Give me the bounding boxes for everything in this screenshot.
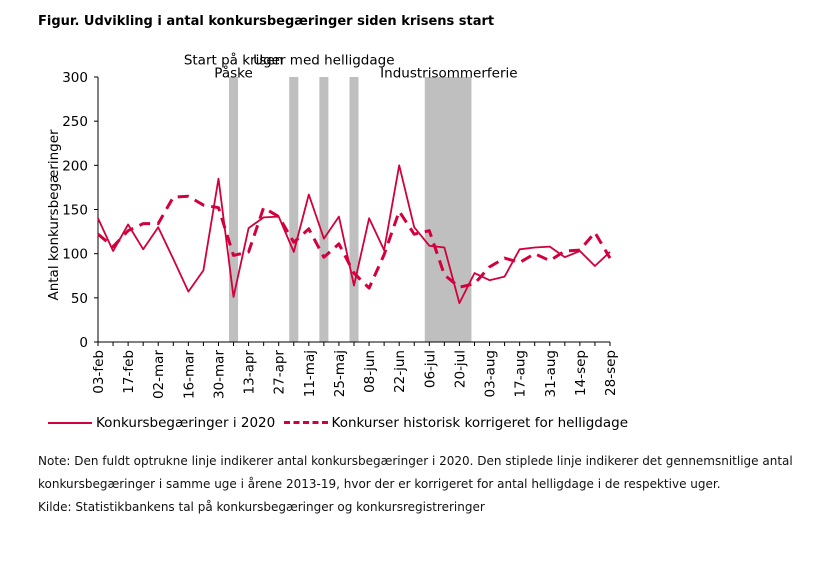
- legend-item-historical: Konkurser historisk korrigeret for helli…: [283, 414, 629, 431]
- y-tick-labels: 0 50 100 150 200 250 300: [62, 70, 98, 351]
- x-tick-label: 17-aug: [513, 350, 529, 397]
- y-tick-label: 150: [62, 203, 88, 219]
- x-tick-label: 14-sep: [573, 350, 589, 396]
- y-axis-label: Antal konkursbegæringer: [46, 129, 62, 301]
- chart-series: [97, 164, 612, 305]
- x-tick-label: 11-maj: [302, 350, 318, 397]
- x-tick-label: 28-sep: [603, 350, 619, 396]
- shaded-period-2: [319, 77, 329, 342]
- shaded-period-4: [424, 77, 472, 342]
- x-tick-label: 16-mar: [181, 350, 197, 399]
- x-tick-label: 03-aug: [483, 350, 499, 397]
- chart-annotation: Påske: [214, 65, 252, 82]
- shaded-period-1: [289, 77, 299, 342]
- chart-annotation: Start på krisen: [184, 51, 283, 68]
- x-tick-label: 20-jul: [452, 350, 468, 388]
- shaded-period-3: [349, 77, 359, 342]
- chart-annotation: Uger med helligdage: [253, 52, 394, 68]
- x-tick-label: 02-mar: [151, 350, 167, 399]
- note-line-2: konkursbegæringer i samme uge i årene 20…: [38, 477, 721, 491]
- note-line-1: Note: Den fuldt optrukne linje indikerer…: [38, 454, 793, 468]
- y-tick-label: 0: [79, 335, 88, 351]
- legend-item-2020: Konkursbegæringer i 2020: [48, 415, 275, 431]
- y-tick-label: 100: [62, 247, 88, 263]
- x-tick-label: 17-feb: [121, 350, 137, 394]
- y-tick-label: 250: [62, 114, 88, 130]
- y-tick-label: 50: [71, 291, 88, 307]
- source-line: Kilde: Statistikbankens tal på konkursbe…: [38, 500, 485, 514]
- chart-annotation: Industrisommerferie: [380, 66, 517, 82]
- x-tick-label: 31-aug: [543, 350, 559, 397]
- line-chart: 0 50 100 150 200 250 300 03-feb 17-feb 02-mar 16-…: [46, 51, 619, 399]
- shaded-periods: [229, 77, 472, 342]
- legend-dashed-line-swatch: [283, 421, 328, 424]
- series-line-historical: [97, 194, 612, 290]
- y-tick-label: 200: [62, 158, 88, 174]
- chart-legend: Konkursbegæringer i 2020 Konkurser histo…: [48, 412, 632, 431]
- legend-label-historical: Konkurser historisk korrigeret for helli…: [331, 414, 629, 431]
- y-tick-label: 300: [62, 70, 88, 86]
- figure-title: Figur. Udvikling i antal konkursbegæring…: [38, 14, 495, 29]
- legend-label-2020: Konkursbegæringer i 2020: [96, 415, 276, 431]
- legend-solid-line-swatch: [48, 422, 92, 424]
- x-tick-labels: 03-feb 17-feb 02-mar 16-mar 30-mar 13-apr 27-a…: [91, 342, 619, 399]
- x-tick-label: 30-mar: [211, 350, 227, 399]
- series-line-2020: [97, 164, 611, 305]
- x-tick-label: 22-jun: [392, 350, 408, 393]
- x-tick-label: 27-apr: [272, 350, 288, 395]
- x-tick-label: 08-jun: [362, 350, 378, 393]
- x-tick-label: 25-maj: [332, 350, 348, 397]
- shaded-period-0: [229, 77, 239, 342]
- x-tick-label: 13-apr: [242, 350, 258, 395]
- x-tick-label: 06-jul: [422, 350, 438, 388]
- x-tick-label: 03-feb: [91, 350, 107, 394]
